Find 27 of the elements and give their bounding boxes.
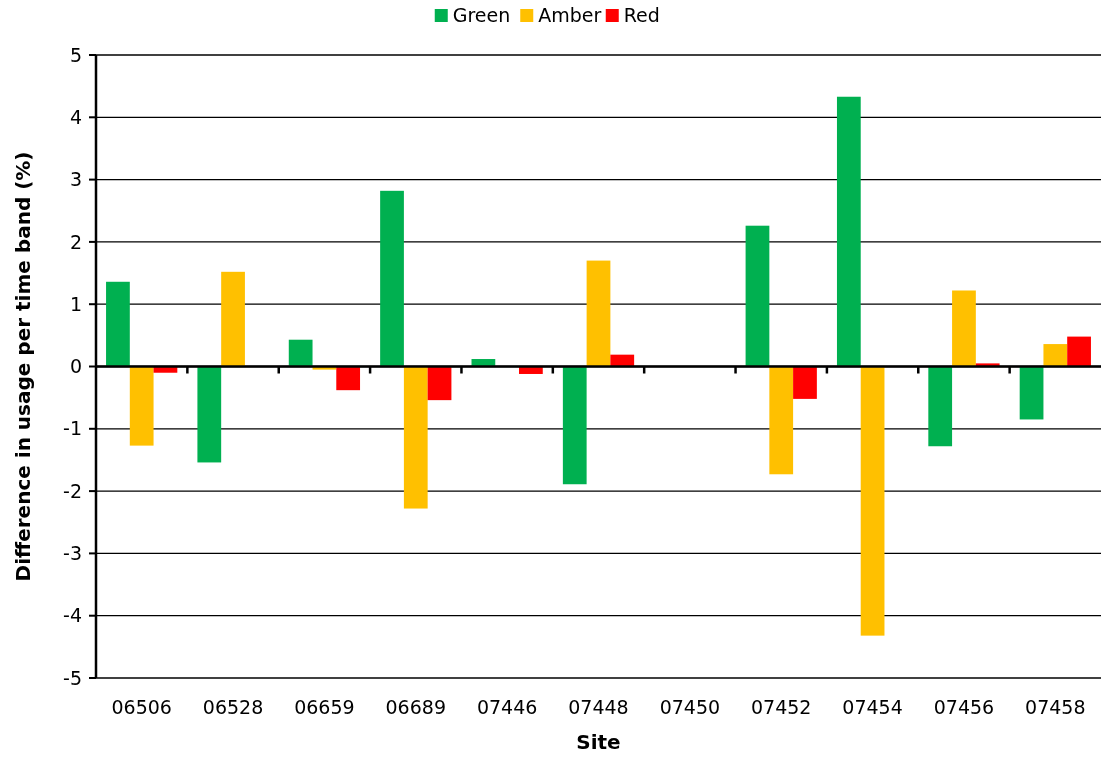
- x-tick-label: 06689: [385, 696, 446, 718]
- y-tick-label: 0: [69, 355, 82, 378]
- y-tick-label: -5: [63, 666, 82, 689]
- y-tick-label: -2: [63, 479, 82, 502]
- y-axis-title: Difference in usage per time band (%): [11, 151, 35, 582]
- x-tick-label: 07458: [1025, 696, 1086, 718]
- x-tick-label: 07450: [659, 696, 721, 718]
- x-tick-label: 06528: [202, 696, 264, 718]
- y-tick-label: 2: [69, 230, 82, 253]
- x-tick-label: 06506: [111, 696, 172, 718]
- x-axis-title: Site: [576, 730, 621, 754]
- legend-label: Amber: [538, 4, 602, 27]
- y-tick-label: 3: [69, 168, 82, 191]
- legend-label: Green: [452, 4, 511, 27]
- y-tick-label: 4: [69, 105, 82, 128]
- y-tick-label: -4: [63, 604, 82, 627]
- x-tick-label: 07454: [842, 696, 903, 718]
- x-tick-label: 07448: [568, 696, 629, 718]
- x-tick-label: 07446: [476, 696, 538, 718]
- x-tick-label: 06659: [294, 696, 355, 718]
- y-tick-label: 5: [69, 43, 82, 66]
- x-tick-label: 07456: [933, 696, 995, 718]
- y-tick-label: -3: [63, 542, 82, 565]
- legend-label: Red: [623, 4, 660, 27]
- y-tick-label: 1: [69, 292, 82, 315]
- x-tick-label: 07452: [751, 696, 812, 718]
- y-tick-label: -1: [63, 417, 82, 440]
